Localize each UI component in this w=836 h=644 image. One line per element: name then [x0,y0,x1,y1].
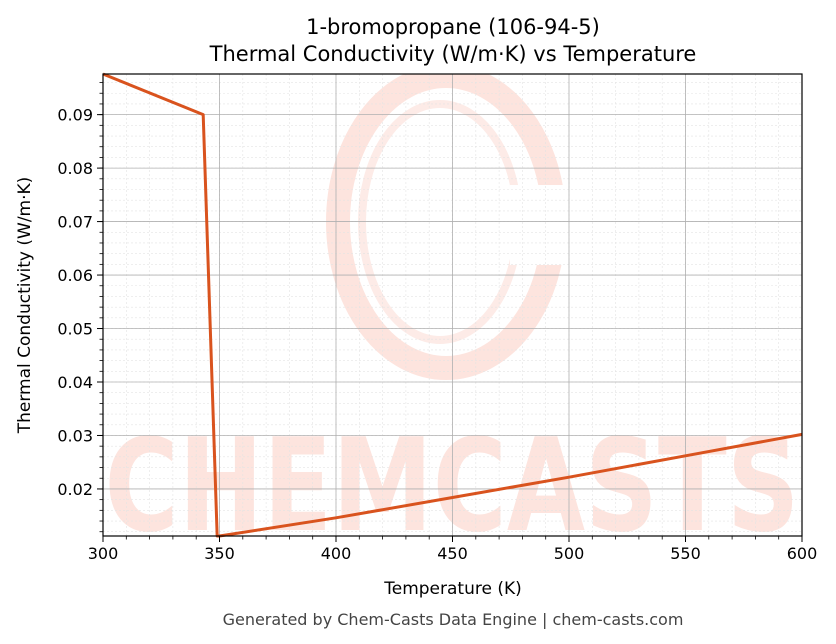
chart-title: 1-bromopropane (106-94-5) [306,15,600,39]
y-tick-label: 0.06 [57,266,93,285]
x-tick-label: 600 [787,544,818,563]
y-tick-label: 0.02 [57,480,93,499]
series-layer [102,72,803,538]
watermark-text: CHEMCASTS [105,412,800,561]
y-axis-label: Thermal Conductivity (W/m·K) [15,177,35,435]
x-tick-label: 350 [204,544,235,563]
y-tick-label: 0.08 [57,159,93,178]
x-tick-label: 300 [88,544,119,563]
y-tick-label: 0.07 [57,213,93,232]
x-tick-label: 500 [554,544,585,563]
x-tick-label: 550 [670,544,701,563]
x-axis: 300 350 400 450 500 550 600 [88,536,818,563]
x-tick-label: 400 [321,544,352,563]
footer-credit: Generated by Chem-Casts Data Engine | ch… [223,610,684,629]
x-tick-label: 450 [437,544,468,563]
y-axis: 0.02 0.03 0.04 0.05 0.06 0.07 0.08 0.09 [57,82,103,533]
y-tick-label: 0.09 [57,106,93,125]
y-tick-label: 0.03 [57,426,93,445]
y-tick-label: 0.05 [57,320,93,339]
y-tick-label: 0.04 [57,373,93,392]
chart-subtitle: Thermal Conductivity (W/m·K) vs Temperat… [209,42,697,66]
x-axis-label: Temperature (K) [383,579,522,599]
series-line [102,72,803,538]
